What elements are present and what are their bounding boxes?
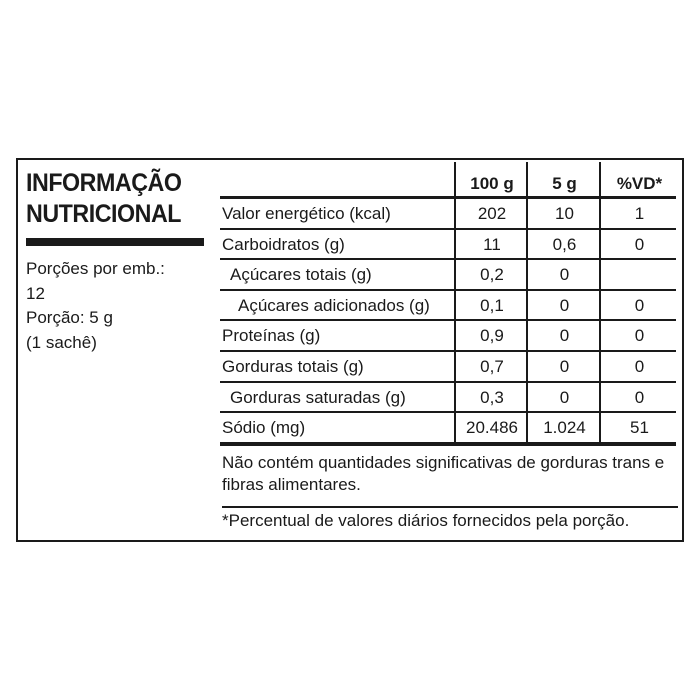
portion-size: Porção: 5 g: [26, 308, 113, 327]
value-vd: 0: [599, 321, 678, 350]
serving-info: Porções por emb.: 12 Porção: 5 g (1 sach…: [26, 257, 165, 355]
table-row: Açúcares totais (g) 0,2 0: [220, 260, 676, 291]
table-row: Açúcares adicionados (g) 0,1 0 0: [220, 290, 678, 322]
value-portion: 1.024: [526, 413, 601, 442]
nutrition-table: 100 g 5 g %VD* Valor energético (kcal) 2…: [220, 162, 676, 446]
value-portion: 0: [526, 382, 601, 412]
nutrient-label: Açúcares totais (g): [230, 265, 372, 285]
nutrient-label: Carboidratos (g): [222, 234, 345, 254]
table-row: Gorduras saturadas (g) 0,3 0 0: [220, 382, 678, 414]
title-line-1: INFORMAÇÃO: [26, 169, 182, 197]
nutrient-label: Valor energético (kcal): [222, 204, 391, 223]
nutrient-label: Gorduras saturadas (g): [230, 387, 406, 407]
table-row: Proteínas (g) 0,9 0 0: [220, 321, 676, 352]
value-portion: 0,6: [526, 229, 601, 259]
footnote: *Percentual de valores diários fornecido…: [222, 511, 630, 530]
servings-per-package-value: 12: [26, 283, 45, 303]
nutrient-label: Proteínas (g): [222, 326, 321, 346]
value-vd: 1: [599, 199, 678, 228]
nutrition-facts-label: INFORMAÇÃO NUTRICIONAL Porções por emb.:…: [16, 158, 684, 542]
value-portion: 0: [526, 260, 601, 289]
nutrient-label: Sódio (mg): [222, 418, 306, 438]
value-vd: 0: [599, 382, 678, 412]
table-row: Sódio (mg) 20.486 1.024 51: [220, 413, 676, 446]
title-line-2: NUTRICIONAL: [26, 200, 182, 228]
value-vd: 51: [599, 413, 678, 442]
title-divider: [26, 238, 204, 246]
servings-per-package-label: Porções por emb.:: [26, 259, 165, 278]
table-row: Gorduras totais (g) 0,7 0 0: [220, 351, 678, 383]
value-portion: 10: [526, 199, 601, 228]
nutrient-label: Açúcares adicionados (g): [238, 295, 430, 315]
value-100g: 0,2: [454, 260, 528, 289]
value-100g: 0,3: [454, 382, 528, 412]
value-vd: 0: [599, 351, 678, 381]
value-vd: 0: [599, 290, 678, 320]
header-portion: 5 g: [526, 162, 601, 196]
nutrition-note: Não contém quantidades significativas de…: [222, 452, 678, 508]
value-vd: 0: [599, 229, 678, 259]
value-portion: 0: [526, 290, 601, 320]
label-title: INFORMAÇÃO NUTRICIONAL: [26, 168, 193, 230]
portion-unit: (1 sachê): [26, 332, 97, 352]
header-100g: 100 g: [454, 162, 528, 196]
header-vd: %VD*: [599, 162, 678, 196]
value-portion: 0: [526, 321, 601, 350]
value-100g: 0,7: [454, 351, 528, 381]
table-row: Valor energético (kcal) 202 10 1: [220, 199, 676, 230]
nutrient-label: Gorduras totais (g): [222, 356, 364, 376]
value-portion: 0: [526, 351, 601, 381]
value-100g: 202: [454, 199, 528, 228]
value-100g: 20.486: [454, 413, 528, 442]
table-row: Carboidratos (g) 11 0,6 0: [220, 229, 678, 261]
value-100g: 11: [454, 229, 528, 259]
value-100g: 0,1: [454, 290, 528, 320]
value-100g: 0,9: [454, 321, 528, 350]
value-vd: [599, 260, 678, 289]
table-header: 100 g 5 g %VD*: [220, 162, 676, 199]
